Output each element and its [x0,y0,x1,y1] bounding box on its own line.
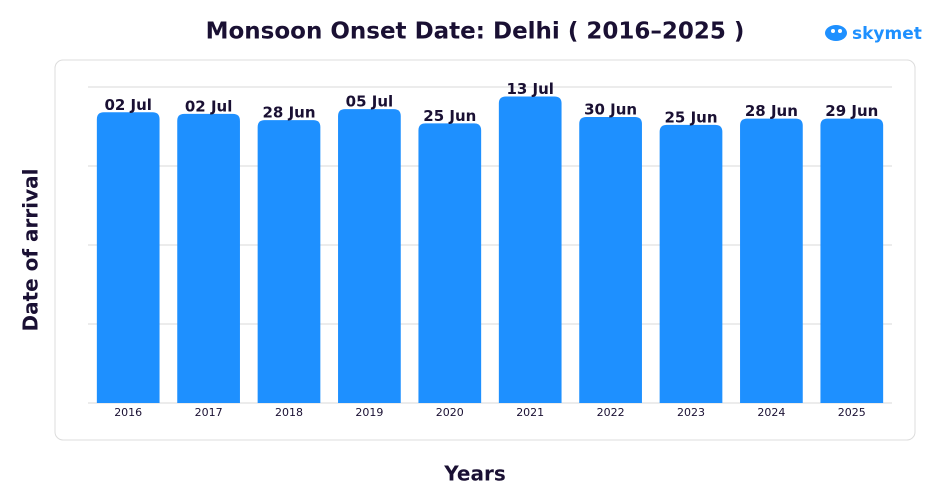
bar [820,118,884,403]
data-label: 28 Jun [745,102,798,120]
bar [338,109,401,404]
bar [257,120,321,404]
x-tick-label: 2021 [516,406,544,419]
data-label: 25 Jun [423,107,476,125]
data-label: 05 Jul [346,93,394,111]
bar [740,118,803,403]
data-label: 13 Jul [506,80,554,98]
x-tick-label: 2024 [757,406,785,419]
data-label: 25 Jun [664,108,717,126]
y-axis-label: Date of arrival [19,168,43,331]
x-tick-label: 2017 [195,406,223,419]
bar [579,117,642,404]
bar [96,112,160,403]
x-tick-label: 2016 [114,406,142,419]
x-tick-label: 2025 [838,406,866,419]
logo: skymet [825,24,922,44]
x-axis-label: Years [443,462,505,486]
x-tick-label: 2018 [275,406,303,419]
data-label: 28 Jun [262,104,315,122]
logo-eye [831,29,835,33]
x-tick-label: 2023 [677,406,705,419]
data-label: 02 Jul [185,97,233,115]
logo-eye [838,29,842,33]
bar [177,113,240,404]
bar [659,124,723,404]
bar [418,123,482,403]
logo-text: skymet [852,24,922,44]
data-label: 02 Jul [104,96,152,114]
data-label: 29 Jun [825,102,878,120]
x-tick-label: 2019 [355,406,383,419]
logo-icon [825,25,847,41]
x-tick-label: 2022 [597,406,625,419]
chart-title: Monsoon Onset Date: Delhi ( 2016–2025 ) [206,19,745,45]
bar [498,96,562,403]
x-tick-label: 2020 [436,406,464,419]
data-label: 30 Jun [584,101,637,119]
